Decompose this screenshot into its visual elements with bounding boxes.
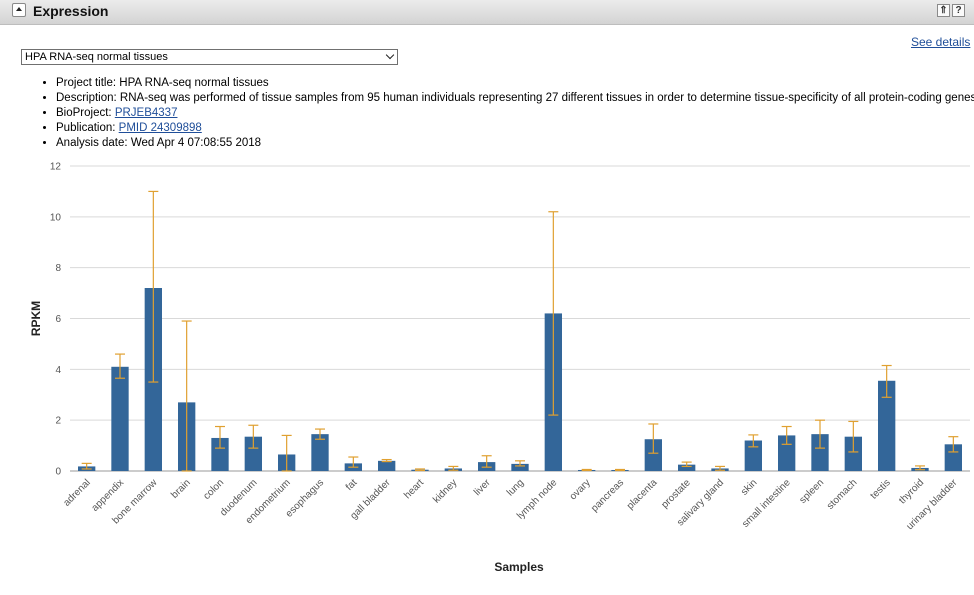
y-tick-label: 10 — [50, 212, 62, 223]
project-title-value: HPA RNA-seq normal tissues — [119, 77, 269, 89]
analysis-date-item: Analysis date: Wed Apr 4 07:08:55 2018 — [56, 136, 974, 151]
project-metadata: Project title: HPA RNA-seq normal tissue… — [36, 76, 974, 151]
x-axis-title: Samples — [494, 560, 544, 574]
y-tick-label: 0 — [55, 467, 61, 478]
x-tick-label: lung — [505, 477, 526, 498]
help-button[interactable]: ? — [952, 4, 965, 17]
scroll-top-button[interactable]: ⇑ — [937, 4, 950, 17]
see-details-link[interactable]: See details — [911, 35, 971, 49]
publication-link[interactable]: PMID 24309898 — [118, 122, 202, 134]
expression-header: Expression ⇑ ? — [0, 0, 974, 25]
bar — [878, 380, 896, 471]
y-tick-label: 2 — [55, 416, 61, 427]
x-tick-label: colon — [201, 477, 226, 502]
bioproject-link[interactable]: PRJEB4337 — [114, 107, 178, 119]
bar — [211, 437, 229, 471]
x-tick-label: thyroid — [897, 477, 926, 506]
chevron-down-icon — [385, 50, 395, 60]
project-title-label: Project title: — [56, 77, 117, 89]
x-tick-label: placenta — [625, 477, 660, 512]
bioproject-item: BioProject: PRJEB4337 — [56, 106, 974, 121]
x-tick-label: prostate — [659, 477, 693, 511]
bioproject-label: BioProject: — [56, 107, 112, 119]
x-tick-label: liver — [472, 477, 493, 498]
analysis-date-value: Wed Apr 4 07:08:55 2018 — [130, 137, 262, 149]
y-axis-title: RPKM — [29, 301, 43, 336]
dataset-select[interactable]: HPA RNA-seq normal tissues — [21, 49, 398, 65]
collapse-button[interactable] — [12, 3, 26, 17]
x-tick-label: stomach — [825, 477, 860, 512]
x-tick-label: pancreas — [589, 477, 626, 514]
x-tick-label: kidney — [431, 477, 459, 505]
x-tick-label: skin — [739, 477, 759, 497]
bar — [678, 464, 696, 471]
section-title: Expression — [33, 3, 109, 19]
project-title-item: Project title: HPA RNA-seq normal tissue… — [56, 76, 974, 91]
bar — [744, 440, 762, 471]
y-tick-label: 8 — [55, 263, 61, 274]
expression-bar-chart: 024681012RPKMSamplesadrenalappendixbone … — [29, 162, 970, 574]
y-tick-label: 4 — [55, 365, 61, 376]
bar — [511, 463, 529, 471]
x-tick-label: testis — [869, 477, 893, 501]
x-tick-label: heart — [402, 477, 426, 501]
y-tick-label: 6 — [55, 314, 61, 325]
x-tick-label: brain — [169, 477, 193, 501]
publication-item: Publication: PMID 24309898 — [56, 121, 974, 136]
x-tick-label: fat — [344, 477, 360, 493]
bar — [811, 434, 829, 471]
bar — [244, 436, 262, 471]
description-value: RNA-seq was performed of tissue samples … — [119, 92, 974, 104]
x-tick-label: adrenal — [61, 477, 92, 508]
bar — [644, 439, 662, 471]
analysis-date-label: Analysis date: — [56, 137, 128, 149]
bar — [378, 460, 396, 471]
bar — [111, 366, 129, 471]
description-item: Description: RNA-seq was performed of ti… — [56, 91, 974, 106]
y-tick-label: 12 — [50, 162, 62, 173]
x-tick-label: spleen — [798, 477, 827, 506]
x-tick-label: ovary — [568, 477, 593, 502]
description-label: Description: — [56, 92, 117, 104]
bar — [844, 436, 862, 471]
dataset-select-value: HPA RNA-seq normal tissues — [25, 51, 168, 63]
bar — [944, 444, 962, 471]
bar — [311, 434, 329, 471]
publication-label: Publication: — [56, 122, 116, 134]
